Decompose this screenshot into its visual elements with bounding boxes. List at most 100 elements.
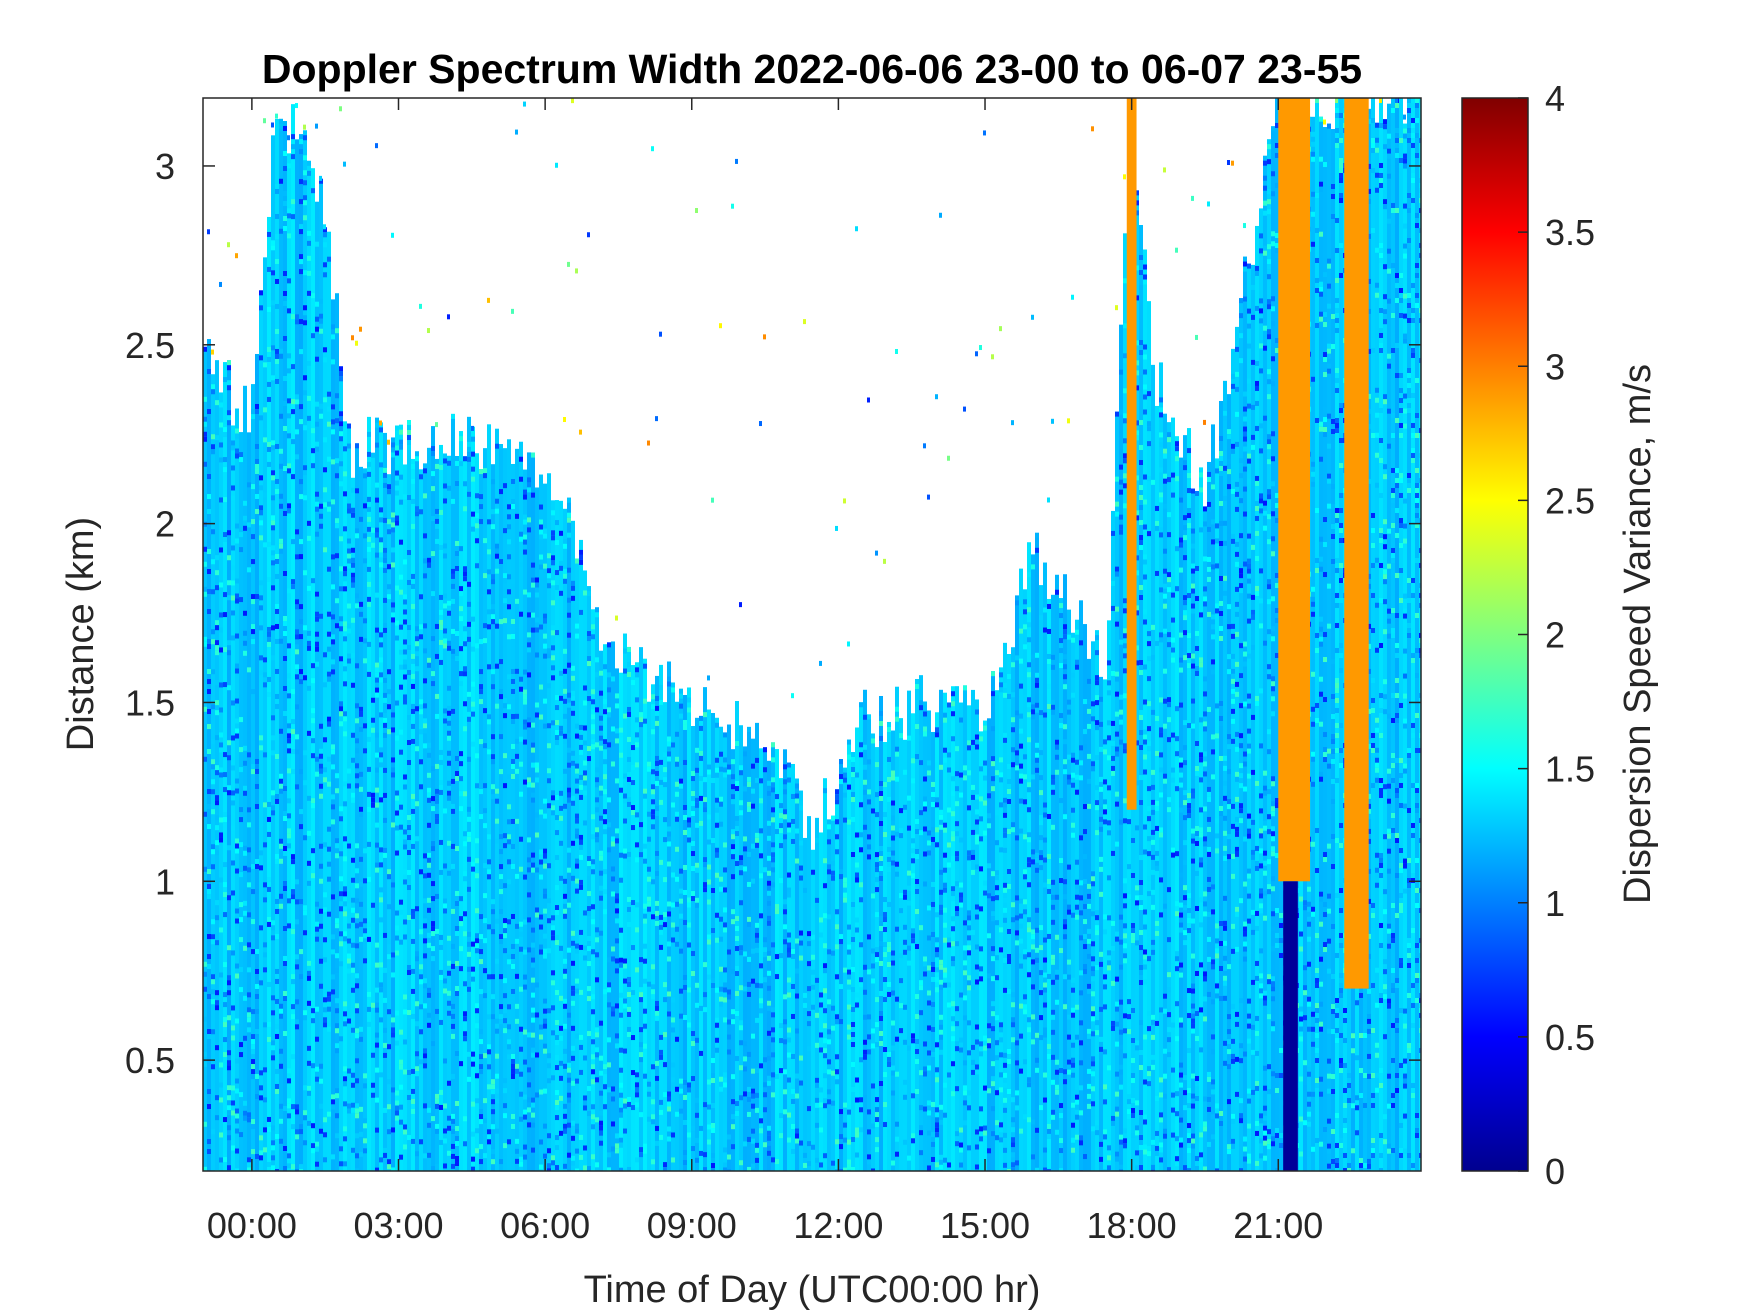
heatmap-cell <box>631 945 635 951</box>
heatmap-cell <box>783 814 787 820</box>
heatmap-cell <box>747 781 751 787</box>
heatmap-cell <box>891 990 895 996</box>
heatmap-cell <box>363 933 367 939</box>
heatmap-cell <box>411 1098 415 1104</box>
heatmap-cell <box>403 699 407 705</box>
heatmap-cell <box>591 729 595 735</box>
heatmap-cell <box>983 880 987 886</box>
heatmap-cell <box>1031 1039 1035 1045</box>
heatmap-cell <box>351 1147 355 1153</box>
heatmap-cell <box>943 717 947 723</box>
heatmap-cell <box>531 562 535 568</box>
heatmap-cell <box>1003 957 1007 963</box>
heatmap-cell <box>459 616 463 622</box>
heatmap-cell <box>655 695 659 701</box>
heatmap-cell <box>563 968 567 974</box>
heatmap-cell <box>963 960 967 966</box>
heatmap-cell <box>595 1032 599 1038</box>
heatmap-cell <box>375 442 379 448</box>
heatmap-cell <box>343 886 347 892</box>
heatmap-cell <box>707 1104 711 1110</box>
heatmap-cell <box>459 431 463 437</box>
heatmap-cell <box>491 929 495 935</box>
heatmap-cell <box>319 503 323 509</box>
heatmap-cell <box>967 925 971 931</box>
heatmap-cell <box>659 779 663 785</box>
heatmap-cell <box>567 787 571 793</box>
heatmap-cell <box>207 869 211 875</box>
heatmap-cell <box>791 838 795 844</box>
heatmap-cell <box>795 858 799 864</box>
heatmap-cell <box>691 791 695 797</box>
heatmap-cell <box>731 919 735 925</box>
heatmap-cell <box>1027 547 1031 553</box>
heatmap-cell <box>1011 1017 1015 1023</box>
heatmap-cell <box>915 1049 919 1055</box>
heatmap-cell <box>255 1008 259 1014</box>
heatmap-cell <box>479 814 483 820</box>
heatmap-cell <box>303 180 307 186</box>
heatmap-cell <box>999 777 1003 783</box>
heatmap-cell <box>867 789 871 795</box>
heatmap-cell <box>263 542 267 548</box>
heatmap-cell <box>643 663 647 669</box>
heatmap-cell <box>875 792 879 798</box>
heatmap-cell <box>355 603 359 609</box>
heatmap-cell <box>851 792 855 798</box>
heatmap-cell <box>587 746 591 752</box>
heatmap-cell <box>343 1081 347 1087</box>
heatmap-cell <box>447 314 450 320</box>
heatmap-cell <box>283 615 287 621</box>
heatmap-cell <box>279 448 283 454</box>
heatmap-cell <box>423 573 427 579</box>
heatmap-cell <box>931 1026 935 1032</box>
heatmap-cell <box>343 626 347 632</box>
heatmap-cell <box>791 953 795 959</box>
heatmap-cell <box>239 917 243 923</box>
heatmap-cell <box>227 785 231 791</box>
heatmap-cell <box>771 807 775 813</box>
heatmap-cell <box>703 887 707 893</box>
heatmap-cell <box>627 896 631 902</box>
heatmap-cell <box>331 1104 335 1110</box>
heatmap-cell <box>543 848 547 854</box>
heatmap-cell <box>287 468 291 474</box>
heatmap-cell <box>483 963 487 969</box>
heatmap-cell <box>215 585 219 591</box>
heatmap-cell <box>539 914 543 920</box>
heatmap-cell <box>515 873 519 879</box>
heatmap-cell <box>907 735 911 741</box>
heatmap-cell <box>207 1089 211 1095</box>
heatmap-cell <box>1023 949 1027 955</box>
heatmap-cell <box>299 349 303 355</box>
heatmap-cell <box>327 676 331 682</box>
heatmap-cell <box>523 949 527 955</box>
heatmap-cell <box>567 692 571 698</box>
heatmap-cell <box>899 833 903 839</box>
heatmap-cell <box>1043 607 1047 613</box>
heatmap-cell <box>331 634 335 640</box>
heatmap-cell <box>247 942 251 948</box>
heatmap-cell <box>699 1005 703 1011</box>
heatmap-cell <box>739 1160 743 1166</box>
heatmap-column <box>307 160 311 1171</box>
heatmap-cell <box>663 877 667 883</box>
heatmap-cell <box>715 1037 719 1043</box>
heatmap-cell <box>595 657 599 663</box>
heatmap-cell <box>947 942 951 948</box>
heatmap-cell <box>767 790 771 796</box>
heatmap-cell <box>1023 689 1027 695</box>
heatmap-cell <box>287 135 290 141</box>
heatmap-cell <box>623 963 627 969</box>
heatmap-cell <box>275 898 279 904</box>
heatmap-cell <box>375 1127 379 1133</box>
heatmap-cell <box>927 1130 931 1136</box>
heatmap-cell <box>263 118 266 124</box>
heatmap-cell <box>563 538 567 544</box>
heatmap-cell <box>683 1014 687 1020</box>
heatmap-cell <box>255 403 259 409</box>
heatmap-cell <box>307 880 311 886</box>
heatmap-cell <box>351 857 355 863</box>
heatmap-cell <box>959 792 963 798</box>
heatmap-cell <box>407 550 411 556</box>
